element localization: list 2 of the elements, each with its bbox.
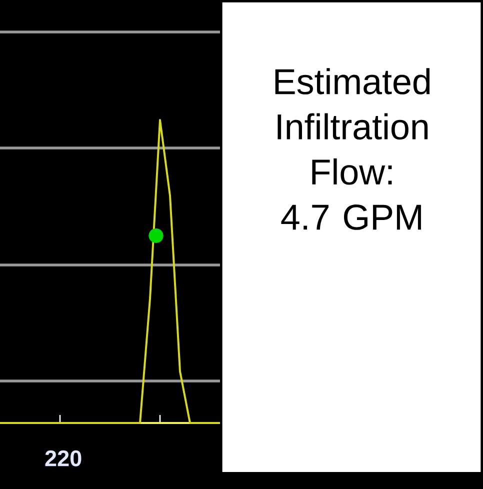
- text: Estimated Infiltration Flow: 4.7 GPM: [275, 68, 430, 230]
- text: 220: [45, 450, 82, 466]
